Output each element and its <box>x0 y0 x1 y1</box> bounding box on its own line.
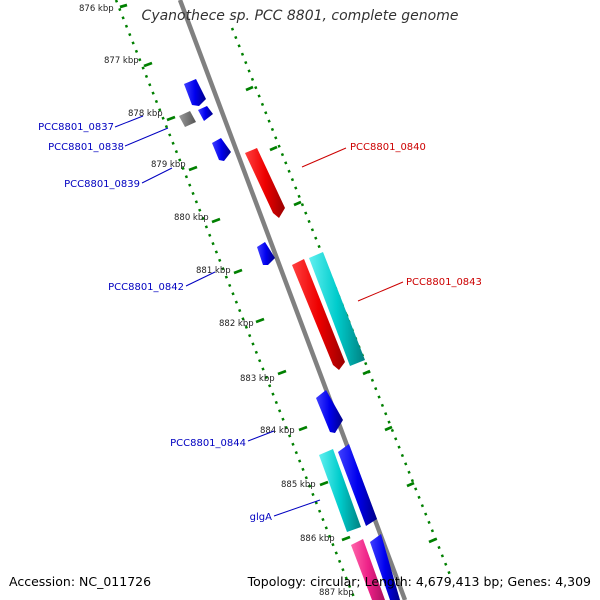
gene-label-PCC8801_0839[interactable]: PCC8801_0839 <box>64 179 140 190</box>
tick-label: 876 kbp <box>79 4 114 14</box>
major-ticks <box>119 3 351 542</box>
major-ticks-outer <box>245 85 437 544</box>
gene-PCC8801_0843[interactable] <box>292 259 345 370</box>
gene-PCC8801_0840[interactable] <box>245 148 285 218</box>
gene-label-PCC8801_0840[interactable]: PCC8801_0840 <box>350 142 426 153</box>
tick-label: 877 kbp <box>104 56 139 66</box>
tick-label: 883 kbp <box>240 374 275 384</box>
gene-PCC8801_0842[interactable] <box>257 242 275 265</box>
rna-cyan-1[interactable] <box>309 252 365 366</box>
tick-label: 878 kbp <box>128 109 163 119</box>
genome-summary-text: Topology: circular; Length: 4,679,413 bp… <box>247 574 591 589</box>
gene-PCC8801_0844[interactable] <box>316 390 343 433</box>
tick-label: 887 kbp <box>319 588 354 598</box>
gene-label-PCC8801_0843[interactable]: PCC8801_0843 <box>406 277 482 288</box>
tick-label: 881 kbp <box>196 266 231 276</box>
gene-pink[interactable] <box>351 539 385 600</box>
feature-track <box>179 79 400 600</box>
gene-label-PCC8801_0838[interactable]: PCC8801_0838 <box>48 142 124 153</box>
gene-label-glgA[interactable]: glgA <box>250 512 272 523</box>
pseudogene-grey[interactable] <box>179 111 196 127</box>
rna-cyan-2[interactable] <box>319 449 361 532</box>
gene-label-PCC8801_0842[interactable]: PCC8801_0842 <box>108 282 184 293</box>
tick-label: 885 kbp <box>281 480 316 490</box>
gene-label-PCC8801_0844[interactable]: PCC8801_0844 <box>170 438 246 449</box>
gene-label-PCC8801_0837[interactable]: PCC8801_0837 <box>38 122 114 133</box>
tick-label: 884 kbp <box>260 426 295 436</box>
tick-label: 886 kbp <box>300 534 335 544</box>
tick-label: 882 kbp <box>219 319 254 329</box>
leader-lines <box>114 115 404 517</box>
tick-label: 879 kbp <box>151 160 186 170</box>
accession-text: Accession: NC_011726 <box>9 574 152 589</box>
map-title: Cyanothece sp. PCC 8801, complete genome <box>141 8 459 24</box>
tick-label: 880 kbp <box>174 213 209 223</box>
gene-PCC8801_0839[interactable] <box>212 138 231 161</box>
gene-PCC8801_0838[interactable] <box>198 106 213 121</box>
gene-PCC8801_0837[interactable] <box>184 79 206 106</box>
tick-labels: 876 kbp 877 kbp 878 kbp 879 kbp 880 kbp … <box>79 4 354 598</box>
gene-glgA[interactable] <box>338 444 377 526</box>
gene-blue-bottom[interactable] <box>370 534 400 600</box>
gene-labels: PCC8801_0837 PCC8801_0838 PCC8801_0839 P… <box>38 122 482 523</box>
